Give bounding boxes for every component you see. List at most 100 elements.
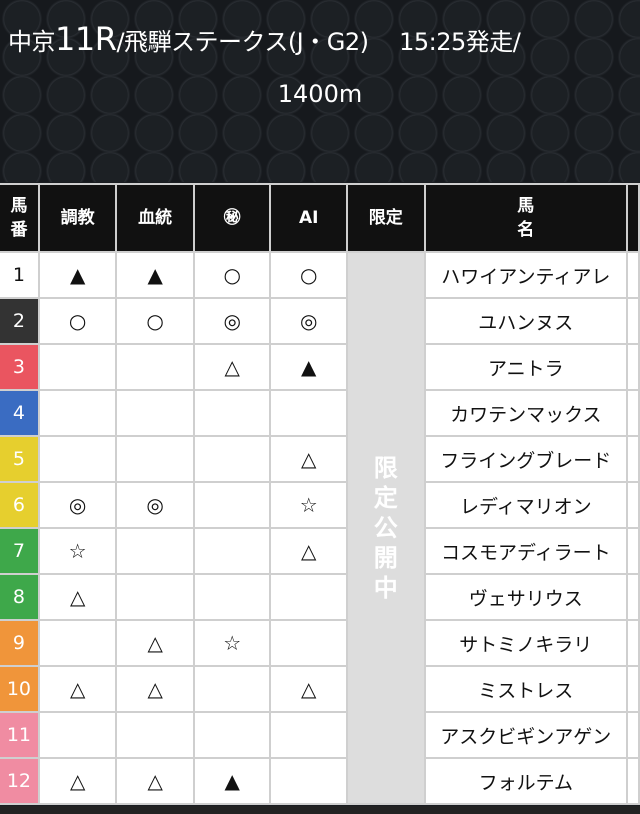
- mark-pedigree: △: [117, 621, 193, 665]
- horse-number: 2: [0, 299, 38, 343]
- horse-number: 11: [0, 713, 38, 757]
- next-column-cell: [628, 529, 638, 573]
- mark-pedigree: ○: [117, 299, 193, 343]
- mark-pedigree: ◎: [117, 483, 193, 527]
- mark-secret: [194, 713, 270, 757]
- mark-training: ○: [39, 299, 116, 343]
- mark-secret: ▲: [194, 759, 270, 803]
- table-row[interactable]: 9 △ ☆ サトミノキラリ: [0, 621, 638, 665]
- mark-training: △: [39, 575, 116, 619]
- next-column-cell: [628, 667, 638, 711]
- prediction-table: 馬 番調教 血統㊙ AI 限定馬 名 1 ▲ ▲ ○ ○ 限 定 公 開 中ハワイアンティアレ 2…: [0, 183, 640, 805]
- header-number: 馬 番: [0, 185, 38, 251]
- mark-ai: [271, 713, 346, 757]
- mark-secret: [194, 529, 270, 573]
- mark-ai: ○: [271, 253, 346, 297]
- mark-training: ▲: [39, 253, 116, 297]
- mark-ai: ◎: [271, 299, 346, 343]
- mark-secret: ○: [194, 253, 270, 297]
- next-column-cell: [628, 713, 638, 757]
- header-ai: AI: [271, 185, 346, 251]
- mark-training: [39, 345, 116, 389]
- header-next-column: [628, 185, 638, 251]
- horse-number: 6: [0, 483, 38, 527]
- mark-secret: [194, 667, 270, 711]
- mark-pedigree: [117, 575, 193, 619]
- horse-number: 9: [0, 621, 38, 665]
- horse-name: ユハンヌス: [425, 299, 627, 343]
- table-row[interactable]: 7 ☆ △ コスモアディラート: [0, 529, 638, 573]
- mark-training: △: [39, 759, 116, 803]
- table-row[interactable]: 12 △ △ ▲ フォルテム: [0, 759, 638, 803]
- race-name-time: /飛騨ステークス(J・G2) 15:25発走/: [116, 28, 521, 56]
- table-row[interactable]: 4 カワテンマックス: [0, 391, 638, 435]
- table-row[interactable]: 11 アスクビギンアゲン: [0, 713, 638, 757]
- mark-ai: ☆: [271, 483, 346, 527]
- mark-secret: [194, 575, 270, 619]
- horse-name: フライングブレード: [425, 437, 627, 481]
- header-secret: ㊙: [194, 185, 270, 251]
- mark-pedigree: ▲: [117, 253, 193, 297]
- horse-number: 5: [0, 437, 38, 481]
- mark-pedigree: △: [117, 667, 193, 711]
- mark-pedigree: [117, 391, 193, 435]
- horse-name: アニトラ: [425, 345, 627, 389]
- table-row[interactable]: 6 ◎ ◎ ☆ レディマリオン: [0, 483, 638, 527]
- mark-training: [39, 391, 116, 435]
- mark-ai: ▲: [271, 345, 346, 389]
- header-training: 調教: [39, 185, 116, 251]
- mark-pedigree: [117, 437, 193, 481]
- mark-training: [39, 621, 116, 665]
- next-column-cell: [628, 299, 638, 343]
- next-column-cell: [628, 391, 638, 435]
- horse-number: 4: [0, 391, 38, 435]
- horse-name: レディマリオン: [425, 483, 627, 527]
- table-row[interactable]: 10 △ △ △ ミストレス: [0, 667, 638, 711]
- race-header: 中京11R/飛騨ステークス(J・G2) 15:25発走/ 1400m: [0, 0, 640, 182]
- horse-number: 10: [0, 667, 38, 711]
- mark-training: [39, 437, 116, 481]
- horse-name: ハワイアンティアレ: [425, 253, 627, 297]
- next-column-cell: [628, 483, 638, 527]
- table-row[interactable]: 3 △ ▲ アニトラ: [0, 345, 638, 389]
- horse-name: ヴェサリウス: [425, 575, 627, 619]
- mark-training: △: [39, 667, 116, 711]
- race-title: 中京11R/飛騨ステークス(J・G2) 15:25発走/: [8, 20, 521, 58]
- horse-name: ミストレス: [425, 667, 627, 711]
- mark-secret: [194, 483, 270, 527]
- horse-number: 12: [0, 759, 38, 803]
- horse-number: 7: [0, 529, 38, 573]
- mark-ai: [271, 621, 346, 665]
- mark-training: [39, 713, 116, 757]
- mark-training: ☆: [39, 529, 116, 573]
- mark-secret: ☆: [194, 621, 270, 665]
- table-row[interactable]: 1 ▲ ▲ ○ ○ 限 定 公 開 中ハワイアンティアレ: [0, 253, 638, 803]
- mark-ai: △: [271, 667, 346, 711]
- horse-name: コスモアディラート: [425, 529, 627, 573]
- mark-training: ◎: [39, 483, 116, 527]
- race-distance: 1400m: [277, 80, 363, 108]
- next-column-cell: [628, 759, 638, 803]
- mark-pedigree: [117, 529, 193, 573]
- table-row[interactable]: 5 △ フライングブレード: [0, 437, 638, 481]
- venue: 中京: [8, 28, 56, 56]
- mark-ai: [271, 575, 346, 619]
- horse-number: 8: [0, 575, 38, 619]
- horse-name: アスクビギンアゲン: [425, 713, 627, 757]
- horse-number: 3: [0, 345, 38, 389]
- header-horse-name: 馬 名: [425, 185, 627, 251]
- mark-secret: △: [194, 345, 270, 389]
- next-column-cell: [628, 575, 638, 619]
- next-column-cell: [628, 345, 638, 389]
- table-row[interactable]: 8 △ ヴェサリウス: [0, 575, 638, 619]
- mark-secret: [194, 437, 270, 481]
- next-column-cell: [628, 253, 638, 297]
- mark-ai: △: [271, 437, 346, 481]
- mark-ai: △: [271, 529, 346, 573]
- table-row[interactable]: 2 ○ ○ ◎ ◎ ユハンヌス: [0, 299, 638, 343]
- mark-pedigree: [117, 713, 193, 757]
- mark-secret: [194, 391, 270, 435]
- horse-name: カワテンマックス: [425, 391, 627, 435]
- horse-name: フォルテム: [425, 759, 627, 803]
- limited-overlay[interactable]: 限 定 公 開 中: [347, 253, 424, 803]
